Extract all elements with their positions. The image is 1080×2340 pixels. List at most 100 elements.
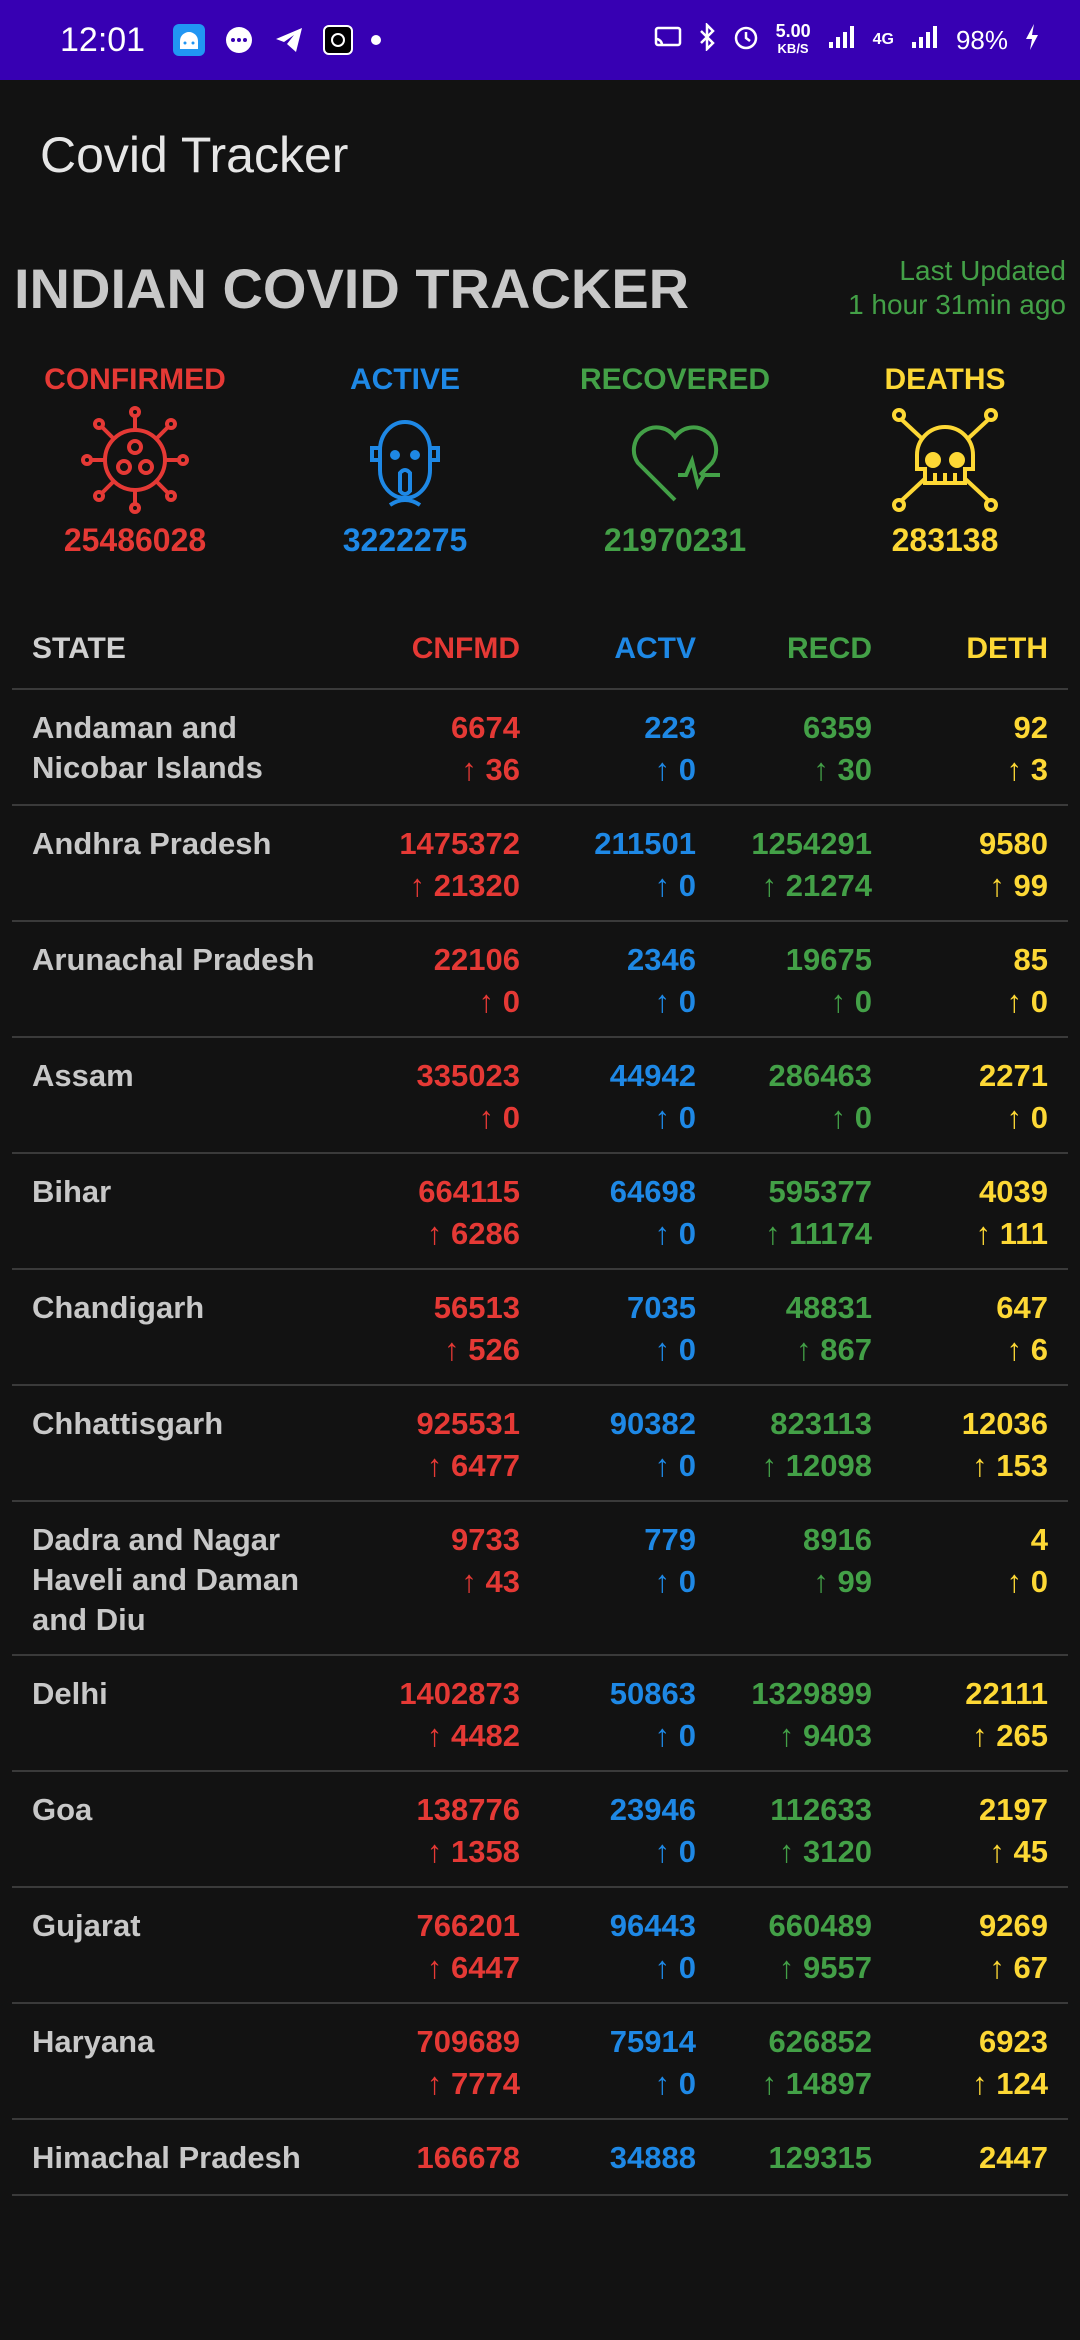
deaths-cell: 647 ↑ 6	[872, 1288, 1068, 1370]
cast-icon	[654, 25, 682, 56]
recovered-cell: 626852 ↑ 14897	[696, 2022, 872, 2104]
confirmed-delta: ↑ 21320	[409, 868, 520, 903]
deaths-cell: 12036 ↑ 153	[872, 1404, 1068, 1486]
skull-crossbones-icon	[810, 400, 1080, 520]
state-name: Haryana	[32, 2024, 155, 2059]
table-row[interactable]: Haryana 709689 ↑ 7774 75914 ↑ 0 626852 ↑ 14897…	[12, 2004, 1068, 2120]
deaths-cell: 6923 ↑ 124	[872, 2022, 1068, 2104]
active-delta: ↑ 0	[654, 1950, 696, 1985]
active-value: 2346	[627, 942, 696, 977]
confirmed-value: 664115	[418, 1174, 520, 1209]
deaths-value: 4	[1030, 1522, 1048, 1557]
active-delta: ↑ 0	[654, 1834, 696, 1869]
state-name: Himachal Pradesh	[32, 2140, 301, 2175]
recovered-cell: 286463 ↑ 0	[696, 1056, 872, 1138]
deaths-cell: 2197 ↑ 45	[872, 1790, 1068, 1872]
state-name: Arunachal Pradesh	[32, 942, 315, 977]
recovered-cell: 595377 ↑ 11174	[696, 1172, 872, 1254]
deaths-cell: 9580 ↑ 99	[872, 824, 1068, 906]
table-row[interactable]: Assam 335023 ↑ 0 44942 ↑ 0 286463 ↑ 0 2271 ↑ 0	[12, 1038, 1068, 1154]
active-cell: 64698 ↑ 0	[520, 1172, 696, 1254]
confirmed-cell: 22106 ↑ 0	[332, 940, 520, 1022]
state-name: Andaman and Nicobar Islands	[32, 710, 263, 785]
table-row[interactable]: Goa 138776 ↑ 1358 23946 ↑ 0 112633 ↑ 3120 2197 ↑…	[12, 1772, 1068, 1888]
table-row[interactable]: Arunachal Pradesh 22106 ↑ 0 2346 ↑ 0 19675 ↑ 0…	[12, 922, 1068, 1038]
active-delta: ↑ 0	[654, 1332, 696, 1367]
table-row[interactable]: Dadra and Nagar Haveli and Daman and Diu…	[12, 1502, 1068, 1656]
active-delta: ↑ 0	[654, 752, 696, 787]
messages-icon	[223, 24, 255, 56]
confirmed-cell: 664115 ↑ 6286	[332, 1172, 520, 1254]
deaths-value: 2271	[979, 1058, 1048, 1093]
active-value: 23946	[609, 1792, 696, 1827]
active-value: 50863	[609, 1676, 696, 1711]
recovered-value: 823113	[770, 1406, 872, 1441]
deaths-cell: 4 ↑ 0	[872, 1520, 1068, 1640]
recovered-value: 129315	[768, 2140, 872, 2175]
confirmed-value: 925531	[416, 1406, 520, 1441]
active-cell: 223 ↑ 0	[520, 708, 696, 790]
table-body: Andaman and Nicobar Islands 6674 ↑ 36 223 ↑ …	[12, 690, 1068, 2196]
deaths-value: 647	[996, 1290, 1048, 1325]
recovered-value: 48831	[785, 1290, 872, 1325]
recovered-delta: ↑ 14897	[761, 2066, 872, 2101]
header-active: ACTV	[614, 632, 696, 665]
table-row[interactable]: Gujarat 766201 ↑ 6447 96443 ↑ 0 660489 ↑ 9557 9…	[12, 1888, 1068, 2004]
state-name: Gujarat	[32, 1908, 141, 1943]
deaths-value: 9580	[979, 826, 1048, 861]
network-type: 4G	[872, 31, 894, 48]
app-bar: Covid Tracker	[0, 80, 1080, 230]
recovered-value: 286463	[768, 1058, 872, 1093]
recovered-delta: ↑ 21274	[761, 868, 872, 903]
state-name: Chhattisgarh	[32, 1406, 224, 1441]
deaths-cell: 92 ↑ 3	[872, 708, 1068, 790]
confirmed-cell: 56513 ↑ 526	[332, 1288, 520, 1370]
state-name: Andhra Pradesh	[32, 826, 272, 861]
deaths-delta: ↑ 3	[1006, 752, 1048, 787]
active-cell: 96443 ↑ 0	[520, 1906, 696, 1988]
confirmed-cell: 1475372 ↑ 21320	[332, 824, 520, 906]
table-row[interactable]: Chhattisgarh 925531 ↑ 6477 90382 ↑ 0 823113 ↑ …	[12, 1386, 1068, 1502]
deaths-delta: ↑ 265	[972, 1718, 1048, 1753]
masked-face-icon	[270, 400, 540, 520]
table-row[interactable]: Bihar 664115 ↑ 6286 64698 ↑ 0 595377 ↑ 11174 40…	[12, 1154, 1068, 1270]
active-value: 96443	[609, 1908, 696, 1943]
deaths-value: 22111	[965, 1676, 1048, 1711]
confirmed-value: 22106	[433, 942, 520, 977]
deaths-value: 2447	[979, 2140, 1048, 2175]
recovered-cell: 48831 ↑ 867	[696, 1288, 872, 1370]
header-confirmed: CNFMD	[411, 632, 520, 665]
deaths-cell: 4039 ↑ 111	[872, 1172, 1068, 1254]
active-delta: ↑ 0	[654, 1448, 696, 1483]
deaths-cell: 2447	[872, 2138, 1068, 2180]
state-name: Goa	[32, 1792, 93, 1827]
recovered-label: RECOVERED	[579, 363, 771, 396]
recovered-value: 6359	[803, 710, 872, 745]
table-row[interactable]: Andaman and Nicobar Islands 6674 ↑ 36 223 ↑ …	[12, 690, 1068, 806]
active-delta: ↑ 0	[654, 1718, 696, 1753]
recovered-cell: 823113 ↑ 12098	[696, 1404, 872, 1486]
active-cell: 211501 ↑ 0	[520, 824, 696, 906]
confirmed-cell: 166678	[332, 2138, 520, 2180]
confirmed-delta: ↑ 0	[478, 984, 520, 1019]
confirmed-delta: ↑ 6286	[426, 1216, 520, 1251]
table-row[interactable]: Himachal Pradesh 166678 34888 129315 2447	[12, 2120, 1068, 2196]
confirmed-value: 9733	[451, 1522, 520, 1557]
recovered-value: 112633	[770, 1792, 872, 1827]
table-row[interactable]: Delhi 1402873 ↑ 4482 50863 ↑ 0 1329899 ↑ 9403 2…	[12, 1656, 1068, 1772]
telegram-icon	[273, 24, 305, 56]
table-row[interactable]: Chandigarh 56513 ↑ 526 7035 ↑ 0 48831 ↑ 867 647…	[12, 1270, 1068, 1386]
deaths-delta: ↑ 111	[975, 1216, 1048, 1251]
active-value: 64698	[609, 1174, 696, 1209]
active-cell: 2346 ↑ 0	[520, 940, 696, 1022]
confirmed-delta: ↑ 1358	[426, 1834, 520, 1869]
active-value: 75914	[609, 2024, 696, 2059]
deaths-value: 6923	[979, 2024, 1048, 2059]
state-table: STATE CNFMD ACTV RECD DETH Andaman and N…	[12, 610, 1068, 2196]
android-icon	[173, 24, 206, 56]
active-cell: 34888	[520, 2138, 696, 2180]
table-row[interactable]: Andhra Pradesh 1475372 ↑ 21320 211501 ↑ 0 125…	[12, 806, 1068, 922]
confirmed-value: 335023	[416, 1058, 520, 1093]
deaths-label: DEATHS	[884, 363, 1006, 396]
recovered-delta: ↑ 9403	[778, 1718, 872, 1753]
